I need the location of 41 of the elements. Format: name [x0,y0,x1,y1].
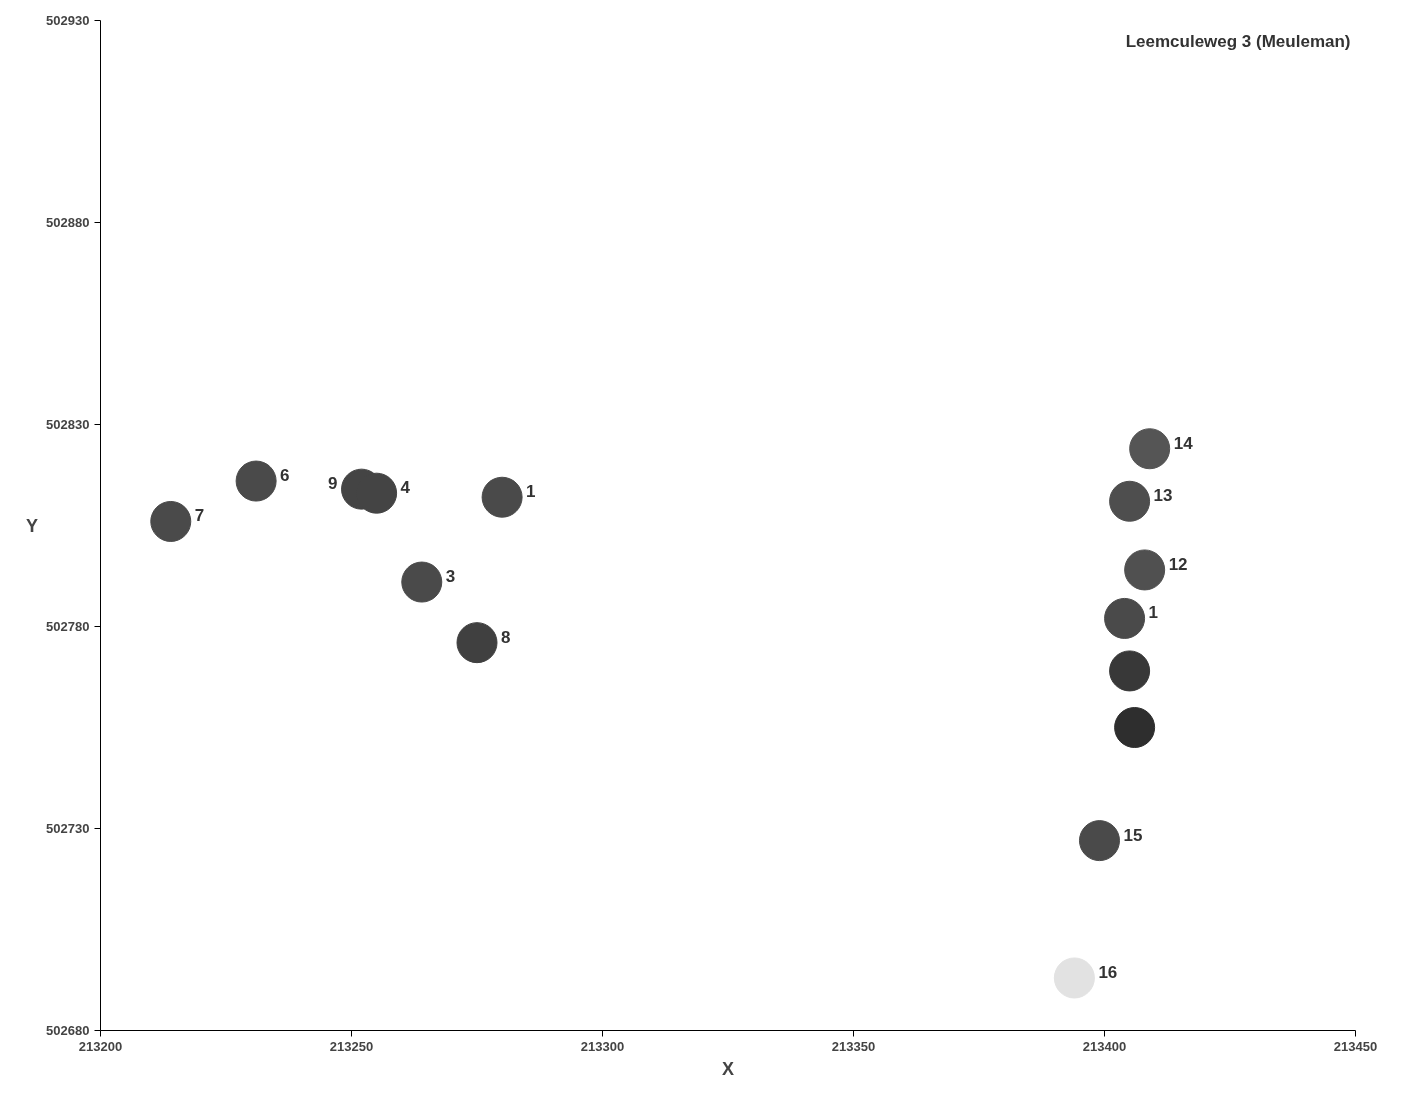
point [1078,820,1120,862]
point [235,460,277,502]
annotation: 1 [1148,603,1159,623]
point [1104,597,1146,639]
annotation: 3 [445,567,456,587]
point [150,501,192,542]
point [401,561,443,603]
point [1053,957,1095,999]
y-tick-label: 502780 [46,619,90,634]
y-tick-label: 502830 [46,417,90,432]
y-tick-label: 502930 [46,13,90,28]
point [1129,428,1171,470]
y-tick-label: 502680 [46,1023,90,1038]
annotation: 7 [194,506,205,526]
annotation: 13 [1153,486,1173,506]
x-tick-label: 213250 [329,1038,374,1054]
x-tick-label: 213450 [1333,1038,1378,1054]
x-tick-label: 213300 [580,1038,625,1054]
x-tick-label: 213200 [78,1038,123,1054]
annotation: 8 [501,627,511,647]
y-tick-label: 502880 [46,215,90,230]
point [1109,650,1151,692]
annotation: 12 [1168,554,1188,574]
text: Leemculeweg 3 (Meuleman) [1125,31,1351,51]
y-axis-title: Y [26,515,39,536]
annotation: 6 [280,466,290,486]
x-tick-label: 213400 [1082,1038,1127,1054]
point [1114,707,1156,748]
x-axis-title: X [722,1058,735,1079]
point [481,476,523,518]
annotation: 4 [400,478,411,498]
point [1109,480,1151,522]
x-tick-label: 213350 [831,1038,876,1054]
y-tick-label: 502730 [46,821,90,836]
annotation: 9 [328,474,338,494]
annotation: 14 [1173,433,1194,453]
point [1124,549,1166,591]
annotation: 1 [526,482,536,502]
annotation: 15 [1123,825,1143,845]
point [456,622,498,664]
annotation: 16 [1098,962,1118,982]
